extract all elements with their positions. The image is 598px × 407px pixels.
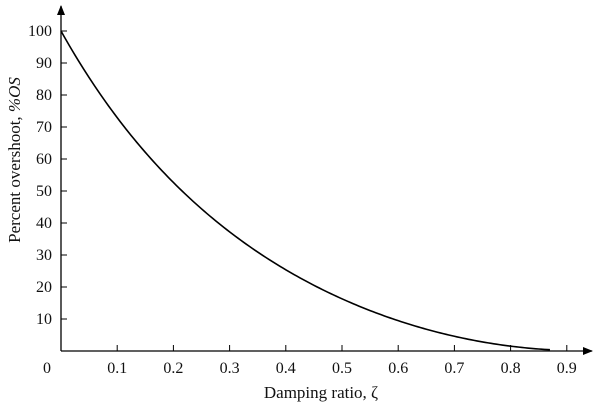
y-tick-label: 10 [36, 311, 52, 328]
y-axis-label-var: %OS [5, 77, 24, 112]
series-group [60, 30, 550, 351]
x-tick-label: 0.6 [388, 360, 408, 377]
y-tick-label: 80 [36, 87, 52, 104]
y-tick-label: 40 [36, 215, 52, 232]
y-tick-label: 50 [36, 183, 52, 200]
x-tick-label: 0.7 [444, 360, 464, 377]
axes [57, 5, 593, 355]
y-axis-ticks: 10 20 30 40 50 60 70 80 90 100 [28, 23, 67, 328]
y-tick-label: 60 [36, 151, 52, 168]
x-tick-label: 0.2 [163, 360, 183, 377]
x-tick-label: 0.5 [332, 360, 352, 377]
y-axis-label-text: Percent overshoot, [5, 112, 24, 243]
x-tick-label: 0.1 [107, 360, 127, 377]
x-axis-ticks: 0.1 0.2 0.3 0.4 0.5 0.6 0.7 0.8 0.9 [107, 345, 577, 377]
x-tick-label: 0.3 [220, 360, 240, 377]
x-tick-label: 0.9 [557, 360, 577, 377]
y-tick-label: 70 [36, 119, 52, 136]
x-axis-label: Damping ratio, ζ [264, 383, 378, 402]
y-axis-label: Percent overshoot, %OS [5, 77, 24, 243]
y-tick-label: 20 [36, 279, 52, 296]
y-tick-label: 90 [36, 55, 52, 72]
x-tick-label: 0.4 [276, 360, 296, 377]
x-tick-label: 0.8 [501, 360, 521, 377]
y-tick-label: 100 [28, 23, 52, 40]
y-tick-label: 30 [36, 247, 52, 264]
overshoot-curve [60, 30, 550, 351]
origin-label: 0 [43, 360, 51, 377]
